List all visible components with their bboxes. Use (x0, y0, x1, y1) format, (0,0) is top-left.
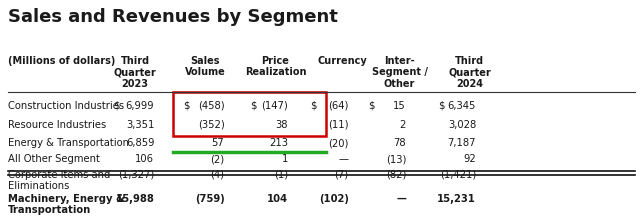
Text: —: — (339, 154, 349, 164)
Text: Construction Industries: Construction Industries (8, 101, 124, 111)
Text: 1: 1 (282, 154, 288, 164)
Text: 57: 57 (212, 138, 225, 148)
Text: Inter-
Segment /
Other: Inter- Segment / Other (372, 56, 428, 89)
Text: (4): (4) (211, 170, 225, 180)
Text: 2: 2 (399, 120, 406, 130)
Text: (2): (2) (211, 154, 225, 164)
Text: (352): (352) (198, 120, 225, 130)
Text: Currency: Currency (317, 56, 367, 66)
Text: 15,988: 15,988 (115, 194, 154, 204)
Text: (11): (11) (328, 120, 349, 130)
Text: $: $ (183, 101, 189, 111)
Text: 92: 92 (463, 154, 476, 164)
Text: 106: 106 (135, 154, 154, 164)
Text: 213: 213 (269, 138, 288, 148)
Text: 6,859: 6,859 (126, 138, 154, 148)
Text: (759): (759) (195, 194, 225, 204)
Text: Price
Realization: Price Realization (244, 56, 306, 77)
Text: $: $ (113, 101, 120, 111)
Text: (1): (1) (274, 170, 288, 180)
Text: (102): (102) (319, 194, 349, 204)
Text: Sales
Volume: Sales Volume (185, 56, 226, 77)
Text: (7): (7) (335, 170, 349, 180)
Text: Corporate Items and
Eliminations: Corporate Items and Eliminations (8, 170, 110, 191)
Text: (Millions of dollars): (Millions of dollars) (8, 56, 115, 66)
Text: (82): (82) (386, 170, 406, 180)
Text: $: $ (250, 101, 257, 111)
Text: All Other Segment: All Other Segment (8, 154, 100, 164)
Text: (458): (458) (198, 101, 225, 111)
Text: Machinery, Energy &
Transportation: Machinery, Energy & Transportation (8, 194, 125, 215)
Text: 78: 78 (394, 138, 406, 148)
Text: $: $ (368, 101, 374, 111)
Text: (147): (147) (261, 101, 288, 111)
Text: 3,351: 3,351 (126, 120, 154, 130)
Text: (64): (64) (328, 101, 349, 111)
Text: (20): (20) (328, 138, 349, 148)
Text: 6,999: 6,999 (125, 101, 154, 111)
Text: 15: 15 (393, 101, 406, 111)
Text: (1,421): (1,421) (440, 170, 476, 180)
Text: 38: 38 (276, 120, 288, 130)
Text: 3,028: 3,028 (448, 120, 476, 130)
Text: 7,187: 7,187 (447, 138, 476, 148)
Text: 6,345: 6,345 (448, 101, 476, 111)
Text: Sales and Revenues by Segment: Sales and Revenues by Segment (8, 8, 338, 26)
Text: —: — (396, 194, 406, 204)
Text: $: $ (438, 101, 444, 111)
Text: 15,231: 15,231 (437, 194, 476, 204)
Text: Third
Quarter
2024: Third Quarter 2024 (449, 56, 491, 89)
Text: (13): (13) (386, 154, 406, 164)
Text: Energy & Transportation: Energy & Transportation (8, 138, 129, 148)
Text: $: $ (310, 101, 317, 111)
Text: 104: 104 (267, 194, 288, 204)
Text: Resource Industries: Resource Industries (8, 120, 106, 130)
Text: (1,327): (1,327) (118, 170, 154, 180)
Text: Third
Quarter
2023: Third Quarter 2023 (114, 56, 157, 89)
